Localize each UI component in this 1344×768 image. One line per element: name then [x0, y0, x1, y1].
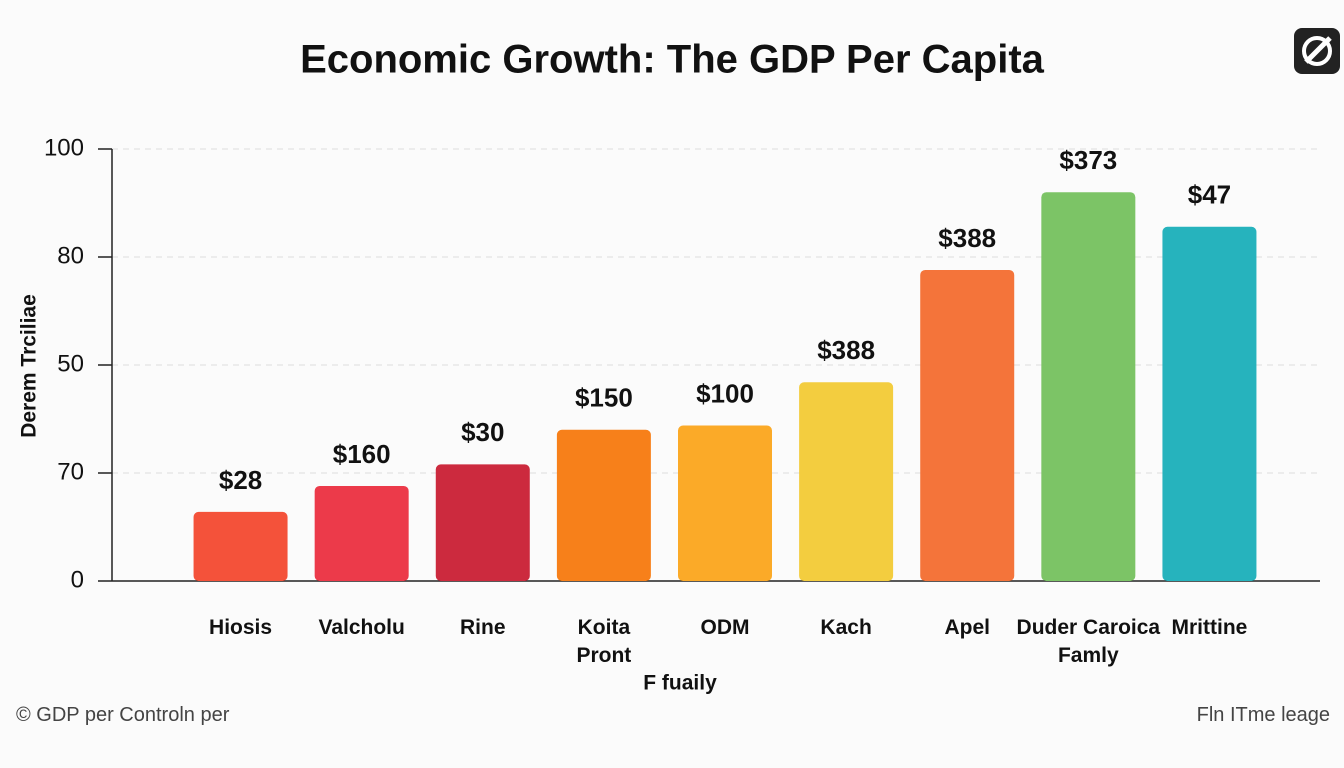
- bar-annotation: $47: [1188, 180, 1231, 210]
- bar: [678, 425, 772, 581]
- x-tick-label: Rine: [460, 616, 506, 639]
- x-tick-label: Duder Caroica Famly: [1016, 616, 1161, 667]
- x-tick-label: ODM: [700, 616, 750, 639]
- bar-annotation: $30: [461, 417, 504, 447]
- bar: [193, 511, 288, 581]
- x-axis-label: F fuaily: [643, 672, 717, 695]
- corner-icon[interactable]: [1294, 28, 1340, 74]
- bar-annotation: $160: [333, 439, 391, 469]
- x-tick-label: Hiosis: [209, 616, 273, 639]
- bar-annotation: $388: [817, 335, 875, 365]
- bar: [799, 382, 894, 581]
- bar-annotation: $28: [219, 465, 262, 495]
- y-tick-label: 0: [71, 566, 84, 593]
- footer-left: © GDP per Controln per: [16, 704, 230, 726]
- x-tick-label: Mrittine: [1171, 616, 1248, 639]
- x-tick-label: Koita Pront: [576, 616, 632, 667]
- bar-annotation: $373: [1059, 145, 1117, 175]
- y-tick-label: 80: [57, 242, 84, 269]
- bar-annotation: $100: [696, 378, 754, 408]
- x-tick-label: Valcholu: [318, 616, 405, 639]
- x-tick-label: Kach: [820, 616, 872, 639]
- bar: [556, 429, 651, 581]
- x-tick-label: Apel: [944, 616, 990, 639]
- bar: [1162, 226, 1257, 581]
- bar: [1041, 192, 1136, 581]
- footer-right: Fln ITme leage: [1196, 704, 1330, 726]
- bar: [435, 464, 530, 581]
- y-tick-label: 100: [44, 134, 84, 161]
- y-tick-label: 70: [57, 458, 84, 485]
- y-axis-label: Derem Trciliae: [18, 294, 41, 438]
- bar: [314, 485, 409, 581]
- bar-annotation: $388: [938, 223, 996, 253]
- bar-annotation: $150: [575, 383, 633, 413]
- chart-title: Economic Growth: The GDP Per Capita: [300, 38, 1045, 82]
- y-tick-label: 50: [57, 350, 84, 377]
- bar: [920, 269, 1015, 581]
